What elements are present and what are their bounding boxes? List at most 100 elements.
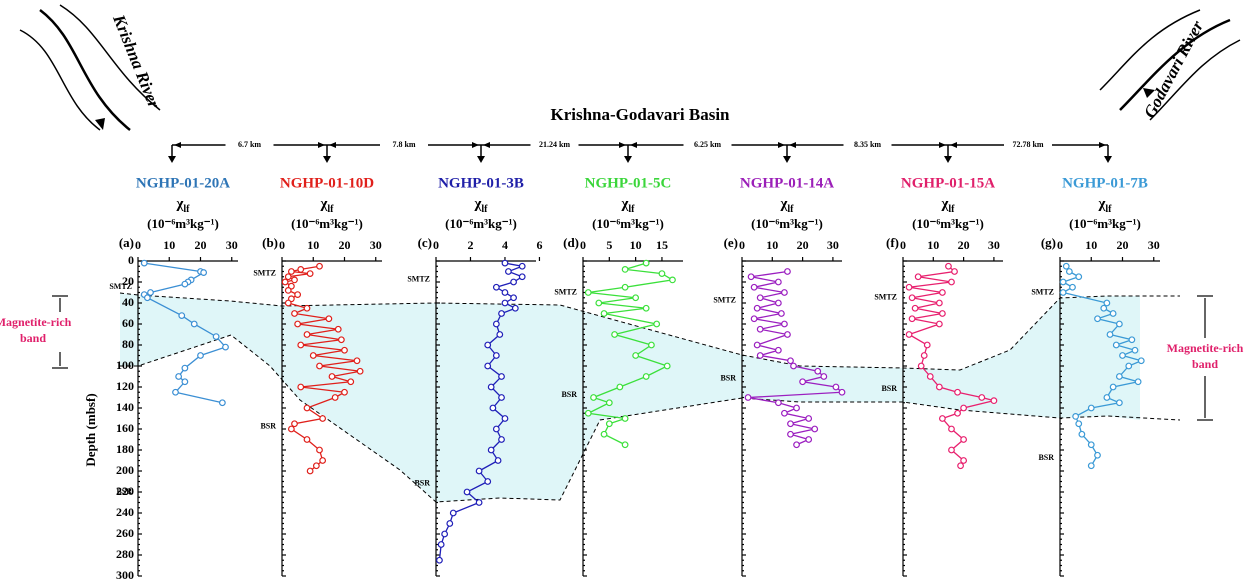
- data-point: [223, 344, 229, 350]
- data-point: [952, 269, 958, 275]
- x-axis-units: (10⁻⁶m³kg⁻¹): [445, 216, 517, 231]
- data-point: [937, 384, 943, 390]
- y-tick-label: 40: [122, 295, 134, 309]
- arrow-head: [624, 156, 632, 163]
- x-axis-label: χlf: [940, 196, 955, 215]
- data-point: [513, 305, 519, 311]
- annotation: SMTZ: [713, 296, 736, 305]
- data-point: [940, 290, 946, 296]
- x-tick-label: 30: [827, 238, 839, 252]
- data-point: [622, 284, 628, 290]
- data-point: [1067, 269, 1073, 275]
- data-point: [757, 353, 763, 359]
- data-point: [633, 295, 639, 301]
- annotation: BSR: [720, 373, 736, 382]
- x-tick-label: 0: [1057, 238, 1063, 252]
- data-point: [927, 374, 933, 380]
- data-point: [317, 363, 323, 369]
- data-point: [304, 405, 310, 411]
- data-point: [502, 260, 508, 266]
- data-point: [1060, 279, 1066, 285]
- arrow-head: [783, 156, 791, 163]
- data-point: [304, 332, 310, 338]
- arrow-head: [323, 156, 331, 163]
- data-point: [659, 271, 665, 277]
- data-point: [940, 311, 946, 317]
- data-point: [476, 500, 482, 506]
- data-point: [751, 316, 757, 322]
- core-name: NGHP-01-20A: [136, 175, 230, 191]
- x-tick-label: 4: [502, 238, 508, 252]
- arrow-head: [1104, 156, 1112, 163]
- data-point: [485, 363, 491, 369]
- data-point: [298, 342, 304, 348]
- data-point: [145, 295, 151, 301]
- data-point: [450, 510, 456, 516]
- river-label: Godavari River: [1140, 17, 1207, 121]
- data-point: [488, 384, 494, 390]
- band-label: band: [1192, 357, 1218, 371]
- x-axis-label: χlf: [620, 196, 635, 215]
- y-tick-label: 260: [116, 526, 134, 540]
- data-point: [794, 442, 800, 448]
- data-point: [1063, 263, 1069, 269]
- panel-label: (c): [418, 235, 432, 250]
- river-label: Krishna River: [109, 11, 164, 111]
- x-axis-units: (10⁻⁶m³kg⁻¹): [912, 216, 984, 231]
- annotation: SMTZ: [407, 275, 430, 284]
- y-tick-label: 180: [116, 442, 134, 456]
- data-point: [757, 295, 763, 301]
- x-tick-label: 10: [307, 238, 319, 252]
- data-point: [1060, 290, 1066, 296]
- x-axis-label: χlf: [1097, 196, 1112, 215]
- data-point: [949, 447, 955, 453]
- data-point: [940, 416, 946, 422]
- data-point: [437, 557, 443, 563]
- annotation: SMTZ: [253, 268, 276, 277]
- y-tick-label: 200: [116, 463, 134, 477]
- data-point: [806, 437, 812, 443]
- y-tick-label: 120: [116, 379, 134, 393]
- y-tick-label: 60: [122, 316, 134, 330]
- distance-label: 6.7 km: [238, 140, 261, 149]
- x-label-sub: lf: [628, 204, 635, 215]
- data-point: [649, 342, 655, 348]
- x-tick-label: 30: [226, 238, 238, 252]
- data-point: [754, 342, 760, 348]
- y-tick-label: 100: [116, 358, 134, 372]
- x-tick-label: 10: [163, 238, 175, 252]
- data-point: [329, 374, 335, 380]
- y-tick-label: 0: [128, 253, 134, 267]
- data-point: [289, 269, 295, 275]
- annotation: SMTZ: [1031, 287, 1054, 296]
- data-point: [961, 458, 967, 464]
- data-point: [1117, 400, 1123, 406]
- data-point: [357, 368, 363, 374]
- data-point: [1088, 442, 1094, 448]
- annotation: BSR: [561, 390, 577, 399]
- data-point: [1113, 342, 1119, 348]
- panel-label: (d): [563, 235, 579, 250]
- panel-label: (g): [1041, 235, 1056, 250]
- distance-label: 72.78 km: [1012, 140, 1043, 149]
- data-point: [937, 321, 943, 327]
- data-point: [776, 279, 782, 285]
- x-tick-label: 0: [135, 238, 141, 252]
- data-point: [198, 353, 204, 359]
- data-point: [776, 400, 782, 406]
- data-point: [806, 416, 812, 422]
- data-point: [310, 353, 316, 359]
- data-point: [607, 400, 613, 406]
- data-point: [447, 521, 453, 527]
- annotation: BSR: [414, 478, 430, 487]
- data-point: [782, 290, 788, 296]
- panel-label: (f): [886, 235, 899, 250]
- data-point: [788, 421, 794, 427]
- annotation: BSR: [260, 422, 276, 431]
- data-point: [958, 463, 964, 469]
- data-point: [295, 321, 301, 327]
- x-label-sub: lf: [948, 204, 955, 215]
- arrow-head: [168, 156, 176, 163]
- x-tick-label: 20: [797, 238, 809, 252]
- x-tick-label: 20: [958, 238, 970, 252]
